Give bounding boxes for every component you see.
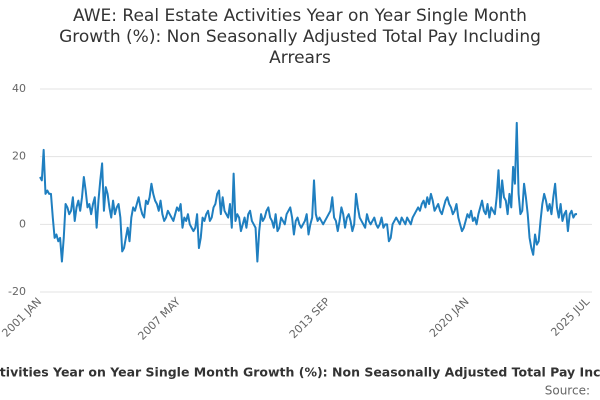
chart-title: AWE: Real Estate Activities Year on Year…	[59, 6, 541, 68]
x-tick-label: 2025 JUL	[548, 294, 592, 338]
y-tick-label: 20	[12, 150, 26, 163]
source: Source:	[545, 384, 590, 398]
line-series	[39, 121, 578, 263]
legend-entry: Real Estate Activities Year on Year Sing…	[0, 365, 600, 380]
x-tick-label: 2013 SEP	[287, 295, 333, 341]
x-tick-label: 2007 MAY	[135, 295, 183, 343]
y-tick-label: -20	[8, 285, 26, 298]
x-tick-label: 2020 JAN	[427, 295, 472, 340]
x-tick-label: 2001 JAN	[0, 295, 44, 340]
y-tick-label: 40	[12, 82, 26, 95]
y-tick-label: 0	[19, 217, 26, 230]
